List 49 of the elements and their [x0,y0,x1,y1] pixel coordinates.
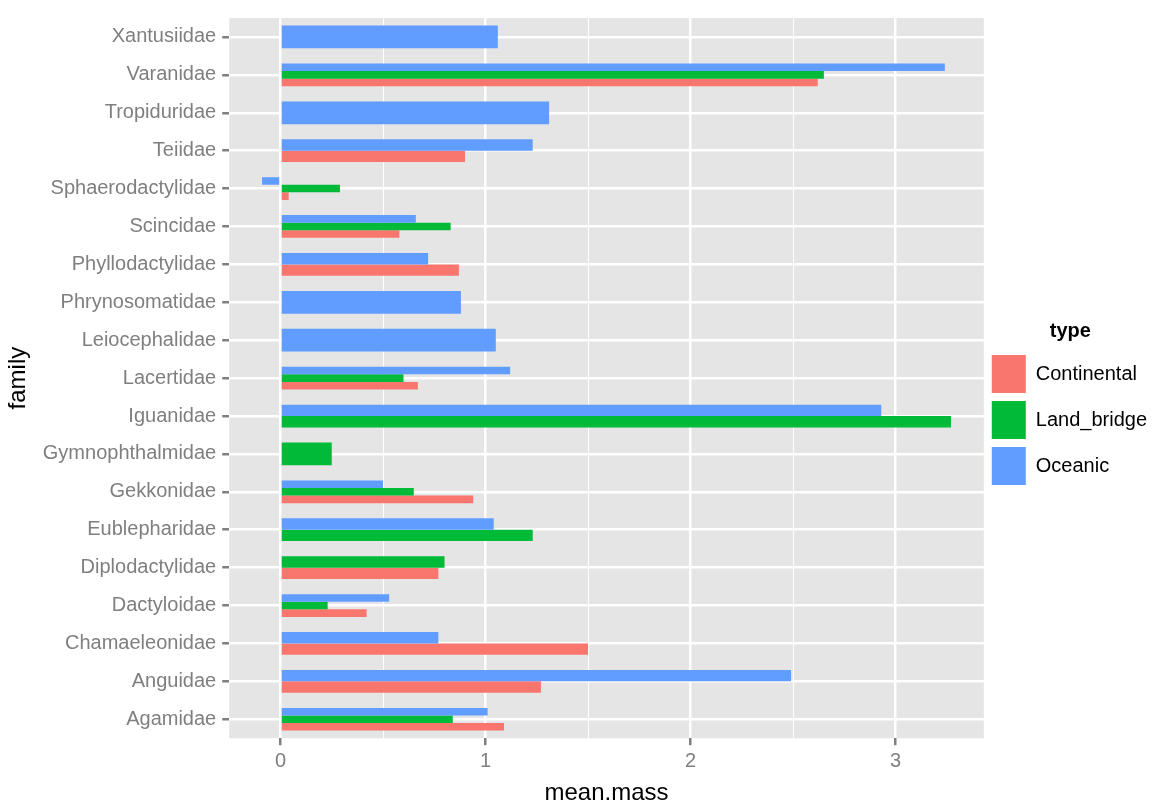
bar [281,518,494,530]
bar [281,488,414,496]
y-tick-label: Lacertidae [122,365,217,388]
bar [281,192,289,200]
y-tick-label: Xantusiidae [111,24,217,47]
y-tick-label: Tropiduridae [104,100,217,123]
y-tick-label: Diplodactylidae [80,555,217,578]
bar [281,381,418,390]
bar [281,669,792,682]
bar [281,139,533,151]
legend-label: Land_bridge [1035,407,1148,431]
y-tick-label: Gymnophthalmidae [42,441,217,464]
bar [281,601,328,610]
x-tick-label: 3 [890,748,902,771]
x-tick-label: 1 [479,748,492,771]
y-tick-label: Sphaerodactylidae [50,176,217,199]
bar [281,71,824,79]
bar [281,184,340,193]
bar [281,230,400,238]
y-tick-label: Teiidae [152,138,217,161]
y-tick-label: Phrynosomatidae [60,289,217,312]
y-tick-label: Eublepharidae [87,517,217,540]
y-tick-label: Iguanidae [128,403,217,426]
bar [281,253,429,265]
y-tick-label: Agamidae [126,706,217,729]
bar [281,632,439,644]
legend-label: Oceanic [1035,453,1110,476]
y-axis-title: family [3,346,31,410]
bar [281,404,882,417]
bar [281,78,818,87]
x-axis-title: mean.mass [544,778,669,806]
bar [281,723,504,731]
y-tick-label: Chamaeleonidae [64,630,217,653]
bar [281,222,451,231]
bar [281,495,474,504]
legend-label: Continental [1035,361,1137,384]
y-tick-label: Scincidae [129,213,217,236]
legend-title: type [1049,318,1091,341]
bar [281,715,453,724]
x-tick-label: 2 [685,748,697,771]
y-tick-label: Anguidae [131,668,217,691]
y-tick-label: Varanidae [126,62,217,85]
y-tick-label: Gekkonidae [109,479,217,502]
y-tick-label: Leiocephalidae [81,327,217,350]
bar [281,374,404,382]
x-tick-label: 0 [274,748,287,771]
y-tick-label: Phyllodactylidae [71,251,217,274]
y-tick-label: Dactyloidae [111,593,217,616]
bar [281,609,367,617]
